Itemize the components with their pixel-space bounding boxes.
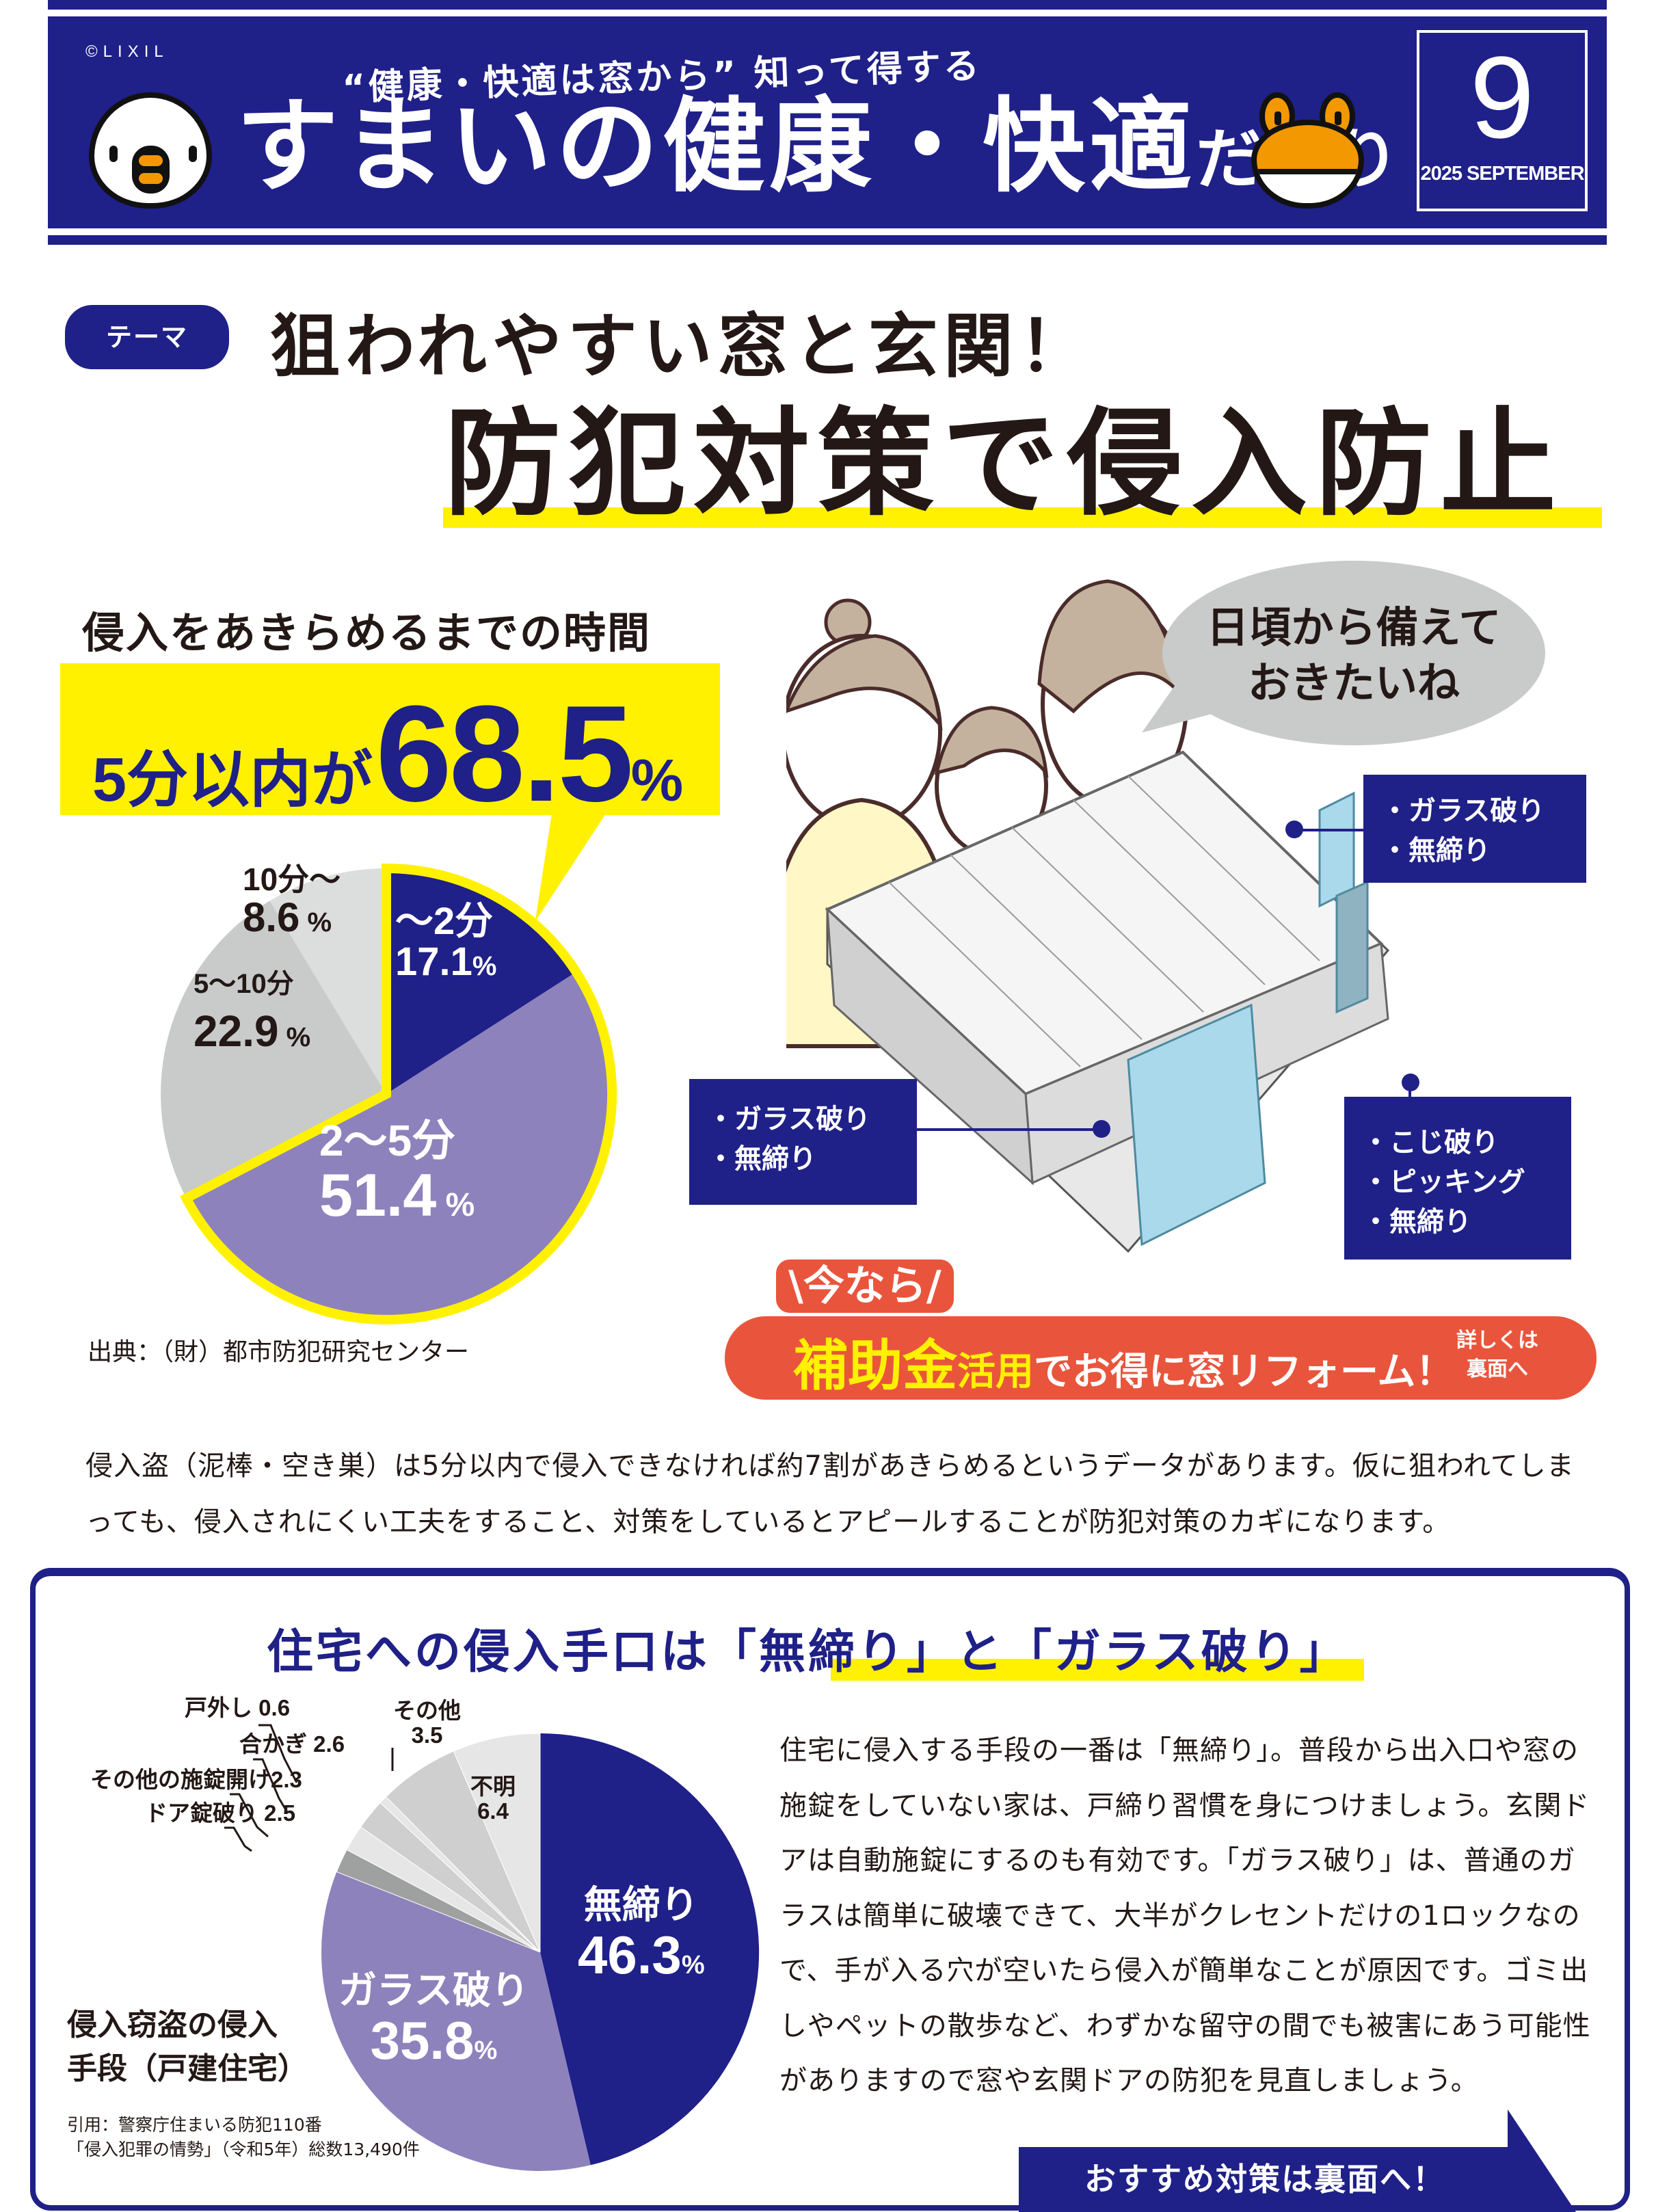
cta-arrow-icon <box>1508 2109 1576 2212</box>
slice-unlocked <box>540 1733 760 2166</box>
label-glass-break: ガラス破り 35.8% <box>338 1969 529 2070</box>
label-2-5min: 2～5分 51.4 % <box>319 1116 475 1229</box>
intro-paragraph: 侵入盗（泥棒・空き巣）は5分以内で侵入できなければ約7割があきらめるというデータ… <box>85 1450 1575 1538</box>
mascot-eye <box>109 146 118 162</box>
marker-dot <box>1093 1120 1110 1138</box>
methods-panel-title: 住宅への侵入手口は「無締り」と「ガラス破り」 <box>267 1625 1349 1679</box>
speech-line: おきたいね <box>1247 657 1460 708</box>
promo-main-text: 補助金活用でお得に窓リフォーム！ <box>793 1334 1454 1398</box>
label-other: その他 3.5 <box>393 1698 461 1748</box>
methods-pie-chart <box>321 1733 760 2172</box>
mascot-beak <box>132 146 170 194</box>
header-top-rule <box>48 0 1607 10</box>
leader-line <box>1296 829 1364 831</box>
methods-body-text: 住宅に侵入する手段の一番は「無締り」。普段から出入口や窓の施錠をしていない家は、… <box>779 1735 1591 2096</box>
time-chart-title: 侵入をあきらめるまでの時間 <box>82 608 652 658</box>
bird-mascot-icon <box>89 92 212 209</box>
label-door-removal: 戸外し 0.6 <box>185 1695 291 1720</box>
label-5-10min: 5～10分 22.9 % <box>193 969 311 1056</box>
issue-badge: 9 2025 SEPTEMBER <box>1417 30 1588 211</box>
slice-unknown <box>453 1733 541 1953</box>
time-pie-chart <box>161 863 617 1324</box>
speech-line: 日頃から備えて <box>1206 602 1501 652</box>
risk-box-lower-window: ガラス破り 無締り <box>689 1079 917 1205</box>
frog-mascot-icon <box>1251 92 1364 209</box>
slice-2-5min <box>186 972 613 1320</box>
marker-dot <box>1285 821 1303 838</box>
issue-date: 2025 SEPTEMBER <box>1420 163 1584 185</box>
speech-text: 日頃から備えて おきたいね <box>1183 600 1525 710</box>
issue-number: 9 <box>1469 33 1535 163</box>
family-house-illustration <box>786 579 1390 1253</box>
copyright: ©LIXIL <box>85 42 169 61</box>
label-unlocked: 無締り 46.3% <box>578 1883 705 1985</box>
promo-see-back: 詳しくは 裏面へ <box>1456 1329 1538 1381</box>
time-chart-source: 出典：（財）都市防犯研究センター <box>88 1338 470 1366</box>
callout-box <box>60 663 720 815</box>
frog-body <box>1251 120 1364 209</box>
callout-text: 5分以内が 68.5% <box>92 676 683 833</box>
speech-bubble <box>1162 561 1545 745</box>
label-door-lock-break: ドア錠破り 2.5 <box>145 1800 296 1826</box>
slice-over-10min <box>269 868 386 1094</box>
label-unknown: 不明 6.4 <box>470 1774 516 1824</box>
methods-chart-source: 引用：警察庁住まいる防犯110番 「侵入犯罪の情勢」（令和5年）総数13,490… <box>67 2115 420 2160</box>
label-other-unlocking: その他の施錠開け2.3 <box>90 1767 302 1792</box>
house-floorplan <box>825 750 1390 1253</box>
slice-glass-break <box>321 1871 591 2172</box>
risk-box-entrance-door: こじ破り ピッキング 無締り <box>1344 1097 1571 1260</box>
headline: 防犯対策で侵入防止 <box>444 397 1565 532</box>
promo-now-tag: \今なら/ <box>776 1260 954 1313</box>
masthead-main: すまいの健康・快適 <box>236 88 1197 206</box>
subheadline: 狙われやすい窓と玄関！ <box>270 306 1094 388</box>
methods-chart-caption: 侵入窃盗の侵入 手段（戸建住宅） <box>67 2008 308 2086</box>
headline-highlight <box>443 507 1602 528</box>
label-under-2min: ～2分 17.1% <box>395 899 497 984</box>
header-bottom-rule <box>48 235 1607 245</box>
slice-5-10min <box>161 901 386 1199</box>
see-back-cta[interactable]: おすすめ対策は裏面へ！ <box>1019 2147 1511 2212</box>
risk-box-upper-window: ガラス破り 無締り <box>1363 775 1586 883</box>
mascot-eye <box>189 146 197 162</box>
masthead-title: すまいの健康・快適だより <box>236 96 1404 198</box>
callout-prefix: 5分以内が <box>92 746 373 814</box>
callout-unit: % <box>630 748 684 814</box>
slice-other <box>385 1750 541 1953</box>
panel-title-highlight <box>831 1659 1364 1681</box>
marker-dot <box>1402 1074 1419 1091</box>
methods-panel <box>30 1568 1630 2211</box>
theme-pill: テーマ <box>65 305 229 369</box>
highlight-outline <box>179 863 617 1324</box>
label-duplicate-key: 合かぎ 2.6 <box>239 1731 345 1757</box>
leader-line <box>916 1128 1097 1131</box>
label-over-10min: 10分～ 8.6 % <box>243 862 341 941</box>
callout-value: 68.5 <box>375 678 634 830</box>
subsidy-promo-banner[interactable] <box>725 1316 1597 1400</box>
